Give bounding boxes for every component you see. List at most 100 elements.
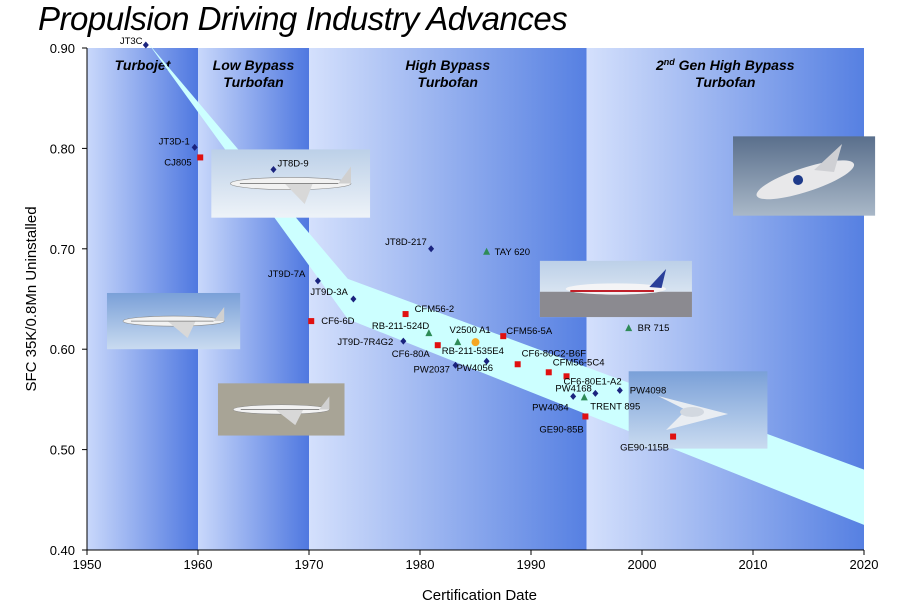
point-label: PW2037 — [414, 364, 450, 375]
x-tick-label: 2010 — [739, 557, 768, 572]
data-point: BR 715 — [625, 323, 669, 334]
x-tick-label: 1950 — [73, 557, 102, 572]
boeing-777-photo — [539, 260, 692, 318]
era-label: Low Bypass — [213, 57, 295, 73]
diamond-marker — [592, 389, 599, 397]
point-label: JT9D-7A — [268, 269, 306, 280]
point-label: JT3D-1 — [159, 136, 190, 147]
diamond-marker — [428, 245, 435, 253]
axes: 1950 1960 1970 1980 1990 2000 2010 2020 0.40 0.50… — [23, 41, 878, 604]
diamond-marker — [570, 392, 577, 400]
point-label: TAY 620 — [495, 247, 530, 258]
square-marker — [582, 413, 589, 420]
y-tick-label: 0.80 — [50, 141, 75, 156]
data-point: RB-211-524D — [372, 321, 433, 337]
data-point: CF6-80C2-B6F — [514, 348, 587, 368]
data-point: CFM56-5A — [500, 326, 553, 340]
aircraft-images — [106, 136, 876, 449]
point-label: JT8D-9 — [277, 158, 308, 169]
era-label: Turbofan — [223, 74, 283, 90]
data-point: CF6-6D — [308, 316, 355, 327]
x-tick-label: 2020 — [850, 557, 879, 572]
point-label: PW4098 — [630, 385, 666, 396]
triangle-marker — [454, 338, 462, 346]
point-label: RB-211-524D — [372, 321, 430, 332]
data-point: GE90-115B — [620, 433, 677, 454]
x-tick-label: 1970 — [295, 557, 324, 572]
diamond-marker — [350, 295, 357, 303]
y-tick-label: 0.40 — [50, 543, 75, 558]
data-point: JT8D-9 — [270, 158, 309, 173]
point-label: V2500 A1 — [450, 325, 491, 336]
triangle-marker — [580, 393, 588, 401]
y-axis-label: SFC 35K/0.8Mn Uninstalled — [23, 206, 40, 391]
diamond-marker — [270, 165, 277, 173]
era-label: 2nd Gen High Bypass — [655, 57, 795, 73]
point-label: CF6-80C2-B6F — [522, 348, 587, 359]
point-label: GE90-115B — [620, 443, 669, 454]
dc8-jet-photo — [106, 292, 241, 350]
era-label: Turbofan — [695, 74, 755, 90]
y-tick-label: 0.70 — [50, 242, 75, 257]
data-point: CJ805 — [164, 154, 204, 168]
square-marker — [514, 361, 521, 368]
point-label: BR 715 — [638, 323, 670, 334]
data-point: JT8D-217 — [385, 237, 435, 253]
square-marker — [670, 433, 677, 440]
data-point: RB-211-535E4 — [442, 338, 504, 357]
data-point: CF6-80A — [392, 342, 441, 360]
data-point: GE90-85B — [539, 413, 589, 435]
data-point: JT9D-3A — [310, 287, 357, 303]
triangle-marker — [425, 329, 433, 337]
data-point: JT9D-7A — [268, 269, 321, 285]
point-label: PW4168 — [555, 383, 591, 394]
point-label: CF6-80A — [392, 349, 431, 360]
point-label: PW4056 — [457, 363, 493, 374]
point-label: PW4084 — [532, 402, 568, 413]
era-label: Turbofan — [418, 74, 478, 90]
boeing-747-photo — [211, 149, 371, 218]
triangle-marker — [483, 247, 491, 255]
era-label: High Bypass — [405, 57, 490, 73]
diamond-marker — [314, 277, 321, 285]
diamond-marker — [483, 357, 490, 365]
data-point: V2500 A1 — [450, 325, 491, 347]
point-label: TRENT 895 — [590, 401, 640, 412]
data-point: PW4098 — [616, 385, 666, 396]
diamond-marker — [400, 337, 407, 345]
point-label: CFM56-5C4 — [553, 357, 605, 368]
data-point: CFM56-2 — [402, 304, 454, 318]
point-label: CJ805 — [164, 157, 191, 168]
point-label: RB-211-535E4 — [442, 346, 504, 357]
point-label: CFM56-5A — [506, 326, 553, 337]
y-tick-label: 0.60 — [50, 342, 75, 357]
circle-marker — [471, 338, 480, 347]
x-axis-label: Certification Date — [422, 587, 537, 604]
data-point: CF6-80E1-A2 — [563, 373, 622, 387]
data-point: JT9D-7R4G2 — [337, 337, 407, 348]
square-marker — [308, 318, 315, 325]
blended-wing-photo — [628, 371, 768, 449]
point-label: CF6-80E1-A2 — [564, 376, 622, 387]
space-plane-photo — [733, 136, 876, 216]
x-tick-label: 1990 — [517, 557, 546, 572]
triangle-marker — [625, 324, 633, 332]
x-tick-label: 2000 — [628, 557, 657, 572]
data-point: TRENT 895 — [580, 393, 640, 412]
diamond-marker — [142, 41, 149, 49]
point-label: JT8D-217 — [385, 237, 427, 248]
square-marker — [500, 333, 507, 340]
data-point: JT3C — [120, 36, 149, 49]
square-marker — [434, 342, 441, 349]
square-marker — [197, 154, 204, 161]
x-tick-label: 1980 — [406, 557, 435, 572]
square-marker — [563, 373, 570, 380]
data-point: CFM56-5C4 — [545, 357, 605, 376]
diamond-marker — [452, 361, 459, 369]
point-label: GE90-85B — [539, 424, 583, 435]
data-point: PW4056 — [457, 357, 493, 374]
data-points: JT3C JT3D-1 JT8D-9 JT8D-217 JT9D-7A JT9D-3A JT… — [120, 36, 677, 454]
point-label: JT9D-7R4G2 — [337, 337, 393, 348]
y-tick-label: 0.90 — [50, 41, 75, 56]
